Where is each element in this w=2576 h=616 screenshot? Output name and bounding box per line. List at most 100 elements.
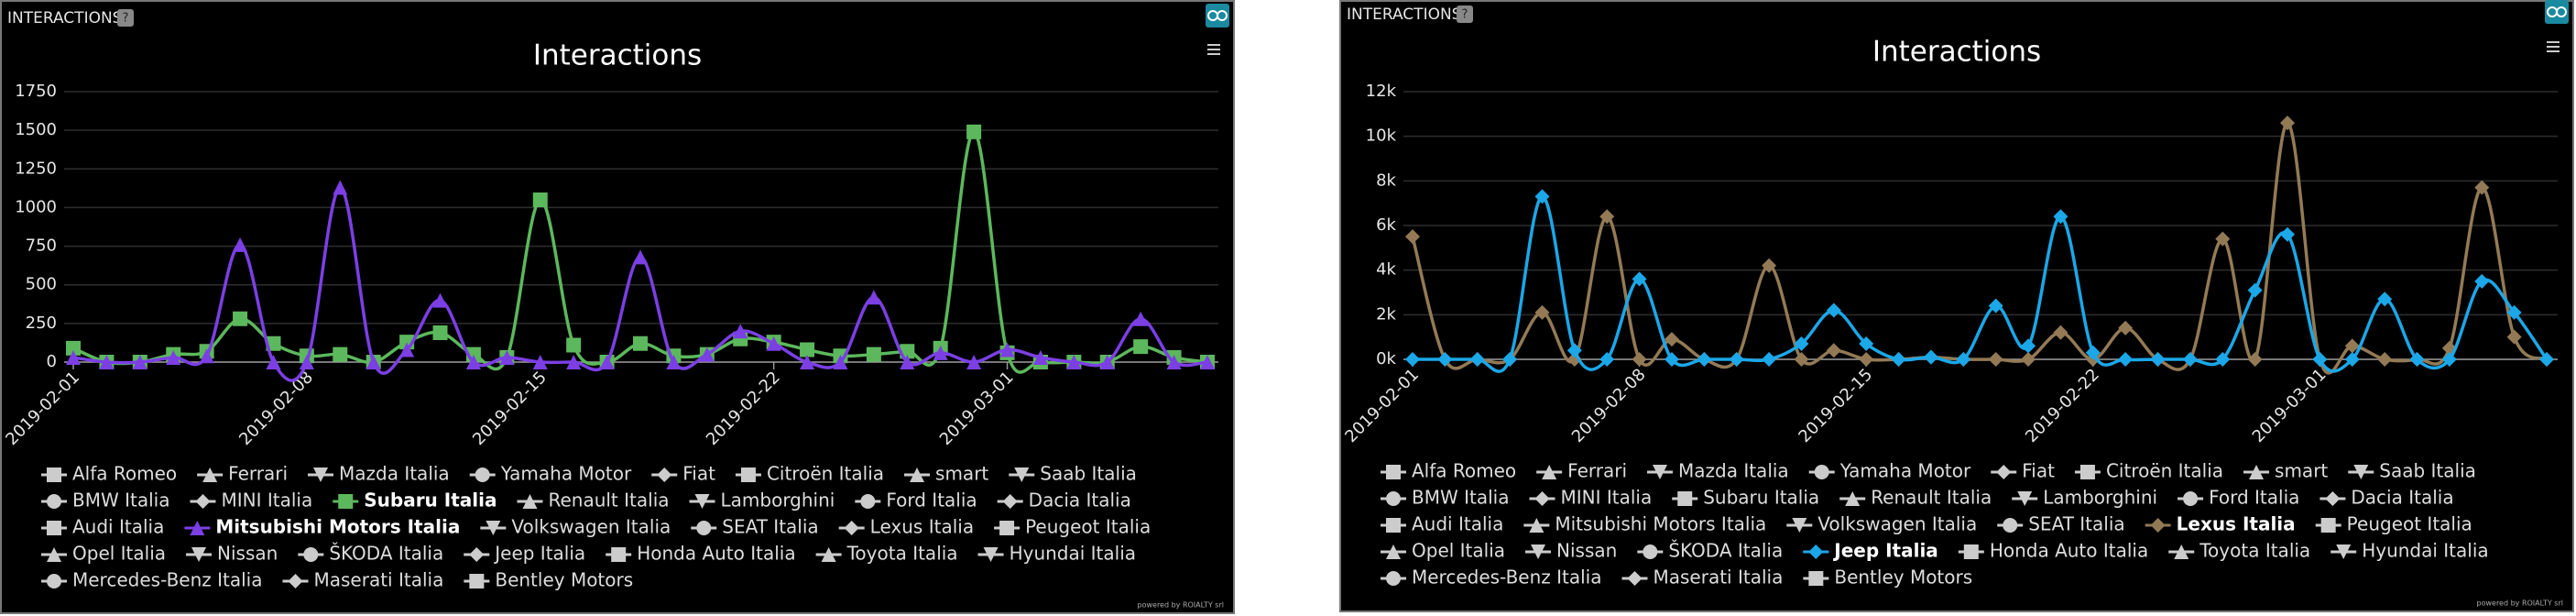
legend-symbol[interactable]	[1845, 491, 1861, 506]
legend-label[interactable]: smart	[935, 463, 988, 485]
legend-symbol[interactable]	[860, 494, 876, 509]
legend-symbol[interactable]	[2079, 465, 2095, 479]
legend-label[interactable]: Mercedes-Benz Italia	[72, 569, 263, 591]
legend-symbol[interactable]	[2325, 491, 2341, 506]
legend-symbol[interactable]	[1542, 465, 1557, 479]
legend-symbol[interactable]	[2353, 465, 2369, 479]
legend-label[interactable]: Volkswagen Italia	[511, 516, 671, 538]
legend-symbol[interactable]	[2017, 491, 2033, 506]
legend-symbol[interactable]	[1814, 465, 1829, 479]
legend-label[interactable]: BMW Italia	[1412, 487, 1509, 509]
help-icon[interactable]: ?	[123, 12, 129, 26]
menu-button[interactable]	[1207, 44, 1220, 55]
legend-label[interactable]: Renault Italia	[548, 490, 669, 512]
legend-symbol[interactable]	[694, 494, 710, 509]
legend-symbol[interactable]	[1386, 465, 1401, 479]
legend-symbol[interactable]	[2320, 518, 2336, 533]
legend-symbol[interactable]	[1643, 544, 1658, 559]
legend-label[interactable]: Mitsubishi Motors Italia	[215, 516, 460, 538]
legend-label[interactable]: Toyota Italia	[846, 543, 958, 565]
legend-label[interactable]: Hyundai Italia	[1010, 543, 1136, 565]
help-badge[interactable]	[1457, 6, 1473, 23]
legend-symbol[interactable]	[469, 547, 485, 562]
legend-label[interactable]: Toyota Italia	[2199, 540, 2310, 562]
legend-symbol[interactable]	[47, 547, 61, 562]
legend-symbol[interactable]	[1386, 571, 1401, 586]
legend-label[interactable]: Ford Italia	[2209, 487, 2299, 509]
menu-button[interactable]	[2547, 41, 2560, 52]
legend-symbol[interactable]	[2174, 544, 2189, 559]
legend-symbol[interactable]	[999, 521, 1015, 535]
legend-label[interactable]: Mazda Italia	[339, 463, 450, 485]
legend-symbol[interactable]	[303, 547, 319, 562]
legend-symbol[interactable]	[2249, 465, 2265, 479]
legend-symbol[interactable]	[522, 494, 538, 509]
legend-symbol[interactable]	[288, 574, 303, 588]
legend-label[interactable]: Saab Italia	[1040, 463, 1137, 485]
legend-symbol[interactable]	[1627, 571, 1643, 586]
legend-label[interactable]: Alfa Romeo	[72, 463, 177, 485]
legend-symbol[interactable]	[486, 521, 501, 535]
legend-label[interactable]: Lamborghini	[2043, 487, 2157, 509]
legend-symbol[interactable]	[844, 521, 859, 535]
legend-label[interactable]: Nissan	[1556, 540, 1617, 562]
legend-label[interactable]: ŠKODA Italia	[1668, 540, 1783, 562]
legend-symbol[interactable]	[195, 494, 211, 509]
legend-symbol[interactable]	[190, 521, 205, 535]
legend-label[interactable]: ŠKODA Italia	[329, 543, 443, 565]
legend-symbol[interactable]	[313, 468, 328, 482]
legend-label[interactable]: Lexus Italia	[870, 516, 974, 538]
legend-symbol[interactable]	[1002, 494, 1018, 509]
legend-label[interactable]: Jeep Italia	[493, 543, 585, 565]
legend-label[interactable]: BMW Italia	[72, 490, 169, 512]
legend-label[interactable]: SEAT Italia	[2028, 513, 2124, 535]
legend-label[interactable]: Subaru Italia	[364, 490, 497, 512]
legend-symbol[interactable]	[2003, 518, 2018, 533]
legend-symbol[interactable]	[47, 574, 61, 588]
legend-label[interactable]: Nissan	[217, 543, 278, 565]
legend-label[interactable]: Peugeot Italia	[1025, 516, 1151, 538]
legend-symbol[interactable]	[983, 547, 999, 562]
legend-label[interactable]: SEAT Italia	[722, 516, 818, 538]
legend-label[interactable]: Dacia Italia	[2351, 487, 2453, 509]
legend-label[interactable]: Citroën Italia	[767, 463, 884, 485]
legend-symbol[interactable]	[1534, 491, 1550, 506]
legend-label[interactable]: Maserati Italia	[314, 569, 444, 591]
legend-symbol[interactable]	[2336, 544, 2352, 559]
legend-symbol[interactable]	[2150, 518, 2166, 533]
legend-label[interactable]: Hyundai Italia	[2362, 540, 2488, 562]
legend-symbol[interactable]	[1386, 544, 1401, 559]
legend-symbol[interactable]	[47, 521, 61, 535]
legend-symbol[interactable]	[1996, 465, 2012, 479]
legend-label[interactable]: Citroën Italia	[2106, 460, 2223, 482]
legend-symbol[interactable]	[1386, 518, 1401, 533]
legend-symbol[interactable]	[821, 547, 836, 562]
legend-label[interactable]: Mercedes-Benz Italia	[1412, 566, 1602, 588]
legend-symbol[interactable]	[657, 468, 672, 482]
legend-label[interactable]: Ferrari	[228, 463, 288, 485]
legend-label[interactable]: Mitsubishi Motors Italia	[1555, 513, 1766, 535]
legend-label[interactable]: Ferrari	[1567, 460, 1627, 482]
legend-symbol[interactable]	[1531, 544, 1546, 559]
legend-symbol[interactable]	[1677, 491, 1693, 506]
legend-label[interactable]: Audi Italia	[72, 516, 164, 538]
help-icon[interactable]: ?	[1462, 8, 1468, 22]
legend-label[interactable]: Dacia Italia	[1029, 490, 1131, 512]
legend-symbol[interactable]	[469, 574, 485, 588]
legend-label[interactable]: Yamaha Motor	[500, 463, 632, 485]
legend-label[interactable]: Maserati Italia	[1654, 566, 1784, 588]
legend-symbol[interactable]	[1529, 518, 1545, 533]
legend-symbol[interactable]	[475, 468, 490, 482]
legend-label[interactable]: Fiat	[682, 463, 715, 485]
legend-label[interactable]: Bentley Motors	[495, 569, 633, 591]
legend-label[interactable]: MINI Italia	[1560, 487, 1652, 509]
legend-symbol[interactable]	[1014, 468, 1030, 482]
legend-label[interactable]: Bentley Motors	[1834, 566, 1972, 588]
legend-label[interactable]: smart	[2275, 460, 2328, 482]
legend-label[interactable]: Alfa Romeo	[1412, 460, 1516, 482]
legend-symbol[interactable]	[338, 494, 354, 509]
legend-symbol[interactable]	[191, 547, 207, 562]
help-badge[interactable]	[117, 9, 134, 27]
legend-label[interactable]: Volkswagen Italia	[1817, 513, 1977, 535]
legend-label[interactable]: Yamaha Motor	[1839, 460, 1971, 482]
